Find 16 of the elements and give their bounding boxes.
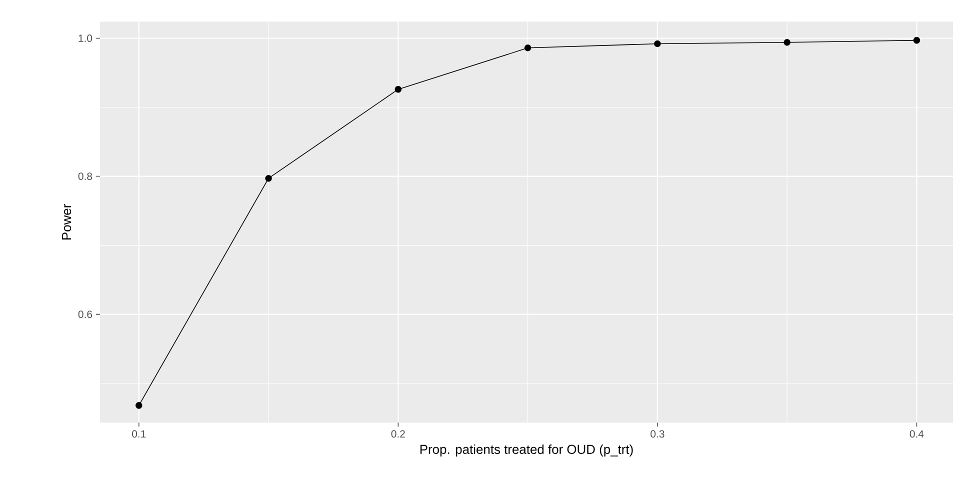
x-tick-label: 0.1 (132, 430, 146, 438)
x-tick-label: 0.2 (391, 430, 405, 438)
point (394, 86, 402, 93)
point (524, 44, 532, 52)
x-axis-title: Prop. patients treated for OUD (p_trt) (420, 444, 633, 457)
y-tick-label: 0.6 (78, 310, 92, 318)
point (654, 40, 661, 48)
x-tick-label: 0.4 (910, 430, 924, 438)
point (136, 402, 142, 409)
y-tick-label: 0.8 (78, 172, 92, 180)
x-tick-label: 0.3 (650, 430, 664, 438)
point (265, 174, 272, 182)
y-tick-label: 1.0 (78, 34, 92, 42)
point (913, 36, 920, 44)
y-axis-title: Power (62, 204, 72, 240)
point (784, 39, 790, 46)
